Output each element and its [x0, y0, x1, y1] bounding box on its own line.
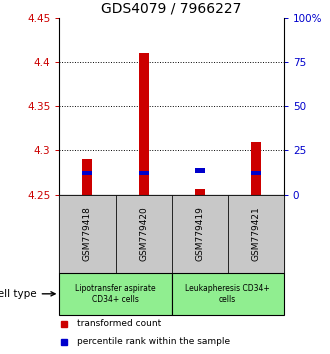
Bar	[139, 171, 148, 175]
Text: percentile rank within the sample: percentile rank within the sample	[77, 337, 230, 346]
Text: GSM779418: GSM779418	[83, 206, 92, 261]
Text: GSM779420: GSM779420	[139, 206, 148, 261]
Text: GSM779421: GSM779421	[251, 206, 260, 261]
Bar	[251, 171, 261, 175]
Text: Lipotransfer aspirate
CD34+ cells: Lipotransfer aspirate CD34+ cells	[75, 284, 156, 303]
Bar	[172, 195, 228, 273]
Text: GSM779419: GSM779419	[195, 206, 204, 261]
Bar	[195, 168, 205, 172]
Title: GDS4079 / 7966227: GDS4079 / 7966227	[101, 1, 242, 15]
Bar	[228, 195, 284, 273]
Text: Leukapheresis CD34+
cells: Leukapheresis CD34+ cells	[185, 284, 270, 303]
Bar	[115, 195, 172, 273]
Bar	[82, 171, 92, 175]
Bar	[59, 273, 172, 315]
Bar	[251, 142, 261, 195]
Bar	[139, 53, 148, 195]
Bar	[195, 189, 205, 195]
Text: cell type: cell type	[0, 289, 55, 299]
Text: transformed count: transformed count	[77, 319, 162, 329]
Bar	[172, 273, 284, 315]
Bar	[59, 195, 116, 273]
Bar	[82, 159, 92, 195]
